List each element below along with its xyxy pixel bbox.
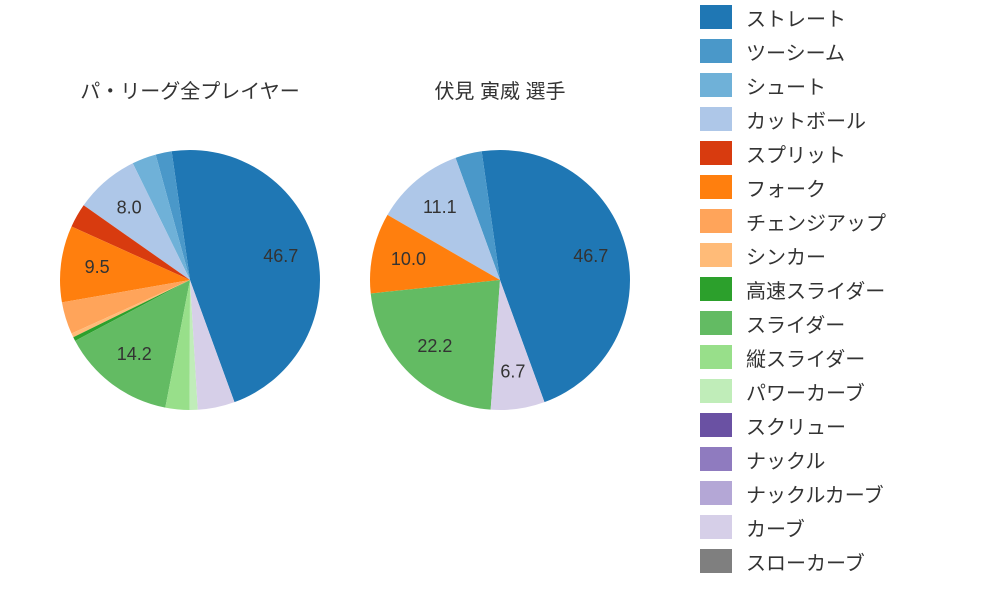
legend-item: カーブ <box>700 514 980 540</box>
slice-label: 9.5 <box>85 257 110 277</box>
legend-label: シュート <box>746 71 826 100</box>
legend-item: ナックルカーブ <box>700 480 980 506</box>
legend-item: 高速スライダー <box>700 276 980 302</box>
legend-label: スライダー <box>746 309 845 338</box>
legend-swatch <box>700 311 732 335</box>
legend-swatch <box>700 39 732 63</box>
legend-item: カットボール <box>700 106 980 132</box>
legend-swatch <box>700 481 732 505</box>
legend-label: シンカー <box>746 241 826 270</box>
legend-item: フォーク <box>700 174 980 200</box>
legend-label: カットボール <box>746 105 866 134</box>
legend-swatch <box>700 209 732 233</box>
legend-swatch <box>700 73 732 97</box>
legend-label: 縦スライダー <box>746 343 865 372</box>
legend-item: シンカー <box>700 242 980 268</box>
legend-label: ツーシーム <box>746 37 845 66</box>
legend-swatch <box>700 5 732 29</box>
legend-item: ツーシーム <box>700 38 980 64</box>
legend-swatch <box>700 379 732 403</box>
slice-label: 14.2 <box>117 344 152 364</box>
legend-item: パワーカーブ <box>700 378 980 404</box>
legend-item: スクリュー <box>700 412 980 438</box>
legend-label: 高速スライダー <box>746 275 885 304</box>
legend-item: ストレート <box>700 4 980 30</box>
slice-label: 6.7 <box>500 361 525 381</box>
slice-label: 46.7 <box>573 246 608 266</box>
legend-item: シュート <box>700 72 980 98</box>
legend-item: スローカーブ <box>700 548 980 574</box>
legend-swatch <box>700 243 732 267</box>
slice-label: 11.1 <box>423 197 457 217</box>
legend-label: スプリット <box>746 139 846 168</box>
legend-swatch <box>700 175 732 199</box>
legend-swatch <box>700 277 732 301</box>
legend-item: ナックル <box>700 446 980 472</box>
pie-canvas: 46.7 8.0 9.5 14.2 46.7 11.1 10.0 22.2 6.7 <box>0 0 700 600</box>
legend-label: ナックルカーブ <box>746 479 884 508</box>
legend-label: チェンジアップ <box>746 207 886 236</box>
slice-label: 8.0 <box>117 198 142 218</box>
legend-label: パワーカーブ <box>746 377 865 406</box>
legend-label: スクリュー <box>746 411 846 440</box>
legend-label: ストレート <box>746 3 846 32</box>
legend-label: スローカーブ <box>746 547 865 576</box>
slice-label: 46.7 <box>263 246 298 266</box>
legend-swatch <box>700 549 732 573</box>
legend-label: フォーク <box>746 173 826 202</box>
legend-item: チェンジアップ <box>700 208 980 234</box>
legend-item: スプリット <box>700 140 980 166</box>
legend-swatch <box>700 515 732 539</box>
legend-swatch <box>700 413 732 437</box>
legend: ストレートツーシームシュートカットボールスプリットフォークチェンジアップシンカー… <box>700 0 980 574</box>
slice-label: 22.2 <box>417 336 452 356</box>
legend-item: スライダー <box>700 310 980 336</box>
legend-swatch <box>700 107 732 131</box>
legend-label: ナックル <box>746 445 825 474</box>
legend-swatch <box>700 447 732 471</box>
slice-label: 10.0 <box>391 249 426 269</box>
legend-item: 縦スライダー <box>700 344 980 370</box>
legend-swatch <box>700 345 732 369</box>
legend-swatch <box>700 141 732 165</box>
chart-root: { "background_color": "#ffffff", "label_… <box>0 0 1000 600</box>
legend-label: カーブ <box>746 513 805 542</box>
